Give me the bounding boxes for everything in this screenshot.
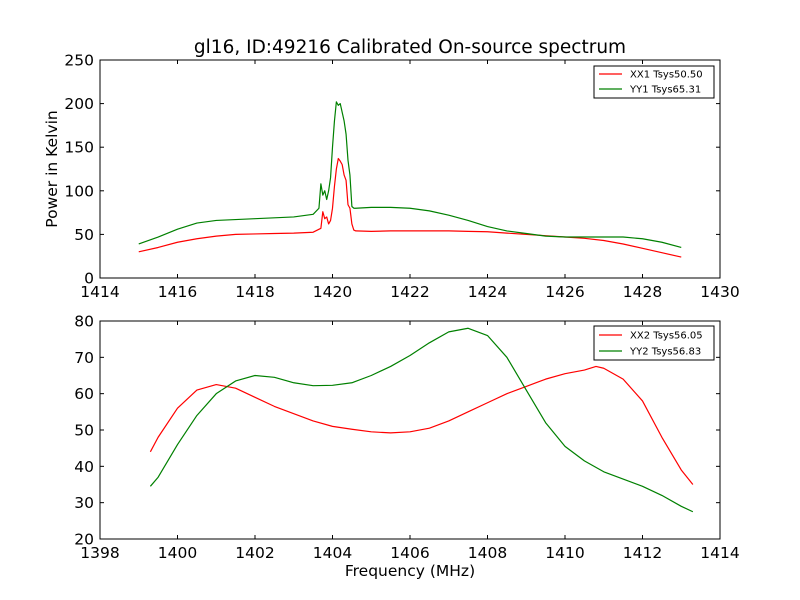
bottom-series-layer: [149, 327, 694, 513]
top-series-layer: [138, 101, 682, 258]
bottom-y-tick-label: 70: [74, 349, 94, 367]
bottom-y-tick-label: 40: [74, 458, 94, 476]
top-x-tick-label: 1422: [390, 283, 429, 301]
top-x-tick-label: 1430: [700, 283, 739, 301]
bottom-x-tick-label: 1410: [545, 544, 584, 562]
top-y-tick-label: 50: [74, 226, 94, 244]
top-ticks-layer: 1414 1416 1418 1420 1422 1424 1426 1428 1430 0 50 1…: [64, 52, 739, 302]
bottom-x-tick-label: 1408: [468, 544, 507, 562]
top-legend-label-xx1: XX1 Tsys50.50: [630, 70, 703, 81]
top-y-tick-label: 150: [64, 139, 94, 157]
top-legend-label-yy1: YY1 Tsys65.31: [629, 85, 701, 96]
bottom-series-line-2: [149, 327, 694, 513]
top-y-tick-label: 200: [64, 95, 94, 113]
chart-title: gl16, ID:49216 Calibrated On-source spec…: [194, 37, 626, 58]
bottom-x-tick-label: 1412: [623, 544, 662, 562]
top-x-tick-label: 1414: [80, 283, 119, 301]
top-panel: 1414 1416 1418 1420 1422 1424 1426 1428 1430 0 50 1…: [43, 52, 740, 302]
bottom-legend: XX2 Tsys56.05 YY2 Tsys56.83: [593, 325, 715, 361]
bottom-x-tick-label: 1398: [80, 544, 119, 562]
bottom-y-tick-label: 60: [74, 385, 94, 403]
top-y-tick-label: 250: [64, 52, 94, 70]
top-x-tick-label: 1416: [158, 283, 197, 301]
top-series-line-2: [138, 101, 682, 249]
bottom-series-line-1: [149, 365, 694, 485]
bottom-x-tick-label: 1414: [700, 544, 739, 562]
bottom-y-tick-label: 20: [74, 531, 94, 549]
top-x-tick-label: 1418: [235, 283, 274, 301]
bottom-legend-label-yy2: YY2 Tsys56.83: [629, 347, 701, 358]
top-x-tick-label: 1426: [545, 283, 584, 301]
bottom-x-axis-label: Frequency (MHz): [345, 562, 475, 580]
top-x-tick-label: 1424: [468, 283, 507, 301]
bottom-x-tick-label: 1406: [390, 544, 429, 562]
bottom-legend-label-xx2: XX2 Tsys56.05: [630, 331, 703, 342]
top-legend: XX1 Tsys50.50 YY1 Tsys65.31: [593, 65, 715, 99]
top-y-axis-label: Power in Kelvin: [43, 110, 61, 227]
bottom-legend-box: [593, 325, 715, 361]
bottom-x-tick-label: 1404: [313, 544, 352, 562]
bottom-x-tick-label: 1400: [158, 544, 197, 562]
top-y-tick-label: 100: [64, 182, 94, 200]
top-x-tick-label: 1428: [623, 283, 662, 301]
top-legend-box: [593, 65, 715, 99]
bottom-x-tick-label: 1402: [235, 544, 274, 562]
bottom-ticks-layer: 1398 1400 1402 1404 1406 1408 1410 1412 1414 20 30…: [74, 313, 739, 563]
top-x-tick-label: 1420: [313, 283, 352, 301]
bottom-y-tick-label: 80: [74, 313, 94, 331]
bottom-y-tick-label: 30: [74, 494, 94, 512]
bottom-y-tick-label: 50: [74, 422, 94, 440]
bottom-panel: 1398 1400 1402 1404 1406 1408 1410 1412 1414 20 30…: [74, 313, 739, 581]
top-y-tick-label: 0: [84, 270, 94, 288]
